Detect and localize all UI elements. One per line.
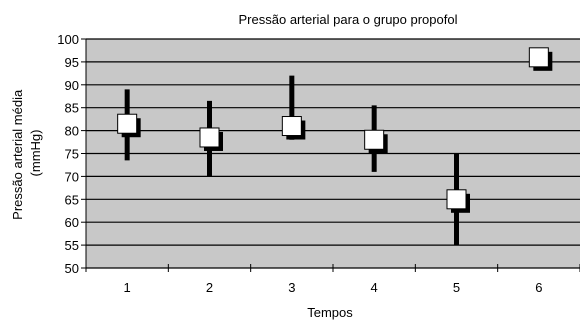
y-tick-label: 80 bbox=[65, 124, 79, 139]
data-marks bbox=[117, 47, 553, 246]
y-tick-label: 50 bbox=[65, 261, 79, 276]
x-tick-labels: 1 2 3 4 5 6 bbox=[124, 280, 543, 295]
x-tick-label: 6 bbox=[535, 280, 542, 295]
mean-marker bbox=[281, 116, 302, 137]
y-tick-labels: 50 55 60 65 70 75 80 85 90 95 100 bbox=[57, 32, 79, 276]
x-tick-label: 1 bbox=[124, 280, 131, 295]
y-tick-label: 85 bbox=[65, 101, 79, 116]
x-tick-label: 3 bbox=[288, 280, 295, 295]
x-axis-title: Tempos bbox=[307, 305, 353, 320]
y-axis-title: Pressão arterial média (mmHg) bbox=[10, 86, 43, 220]
y-tick-label: 75 bbox=[65, 147, 79, 162]
y-tick-label: 60 bbox=[65, 215, 79, 230]
mean-marker bbox=[199, 127, 220, 148]
x-ticks bbox=[85, 264, 580, 272]
y-tick-label: 70 bbox=[65, 169, 79, 184]
y-tick-label: 55 bbox=[65, 238, 79, 253]
y-tick-label: 100 bbox=[57, 32, 79, 47]
y-tick-label: 65 bbox=[65, 192, 79, 207]
y-axis-title-line-1: Pressão arterial média bbox=[10, 89, 25, 220]
mean-marker bbox=[528, 47, 549, 68]
y-tick-label: 90 bbox=[65, 78, 79, 93]
y-axis-title-line-2: (mmHg) bbox=[28, 130, 43, 177]
x-tick-label: 4 bbox=[371, 280, 378, 295]
x-tick-label: 5 bbox=[453, 280, 460, 295]
chart-title: Pressão arterial para o grupo propofol bbox=[239, 12, 458, 27]
x-tick-label: 2 bbox=[206, 280, 213, 295]
mean-marker bbox=[446, 189, 467, 210]
mean-marker bbox=[364, 129, 385, 150]
y-tick-label: 95 bbox=[65, 55, 79, 70]
mean-marker bbox=[117, 113, 138, 134]
